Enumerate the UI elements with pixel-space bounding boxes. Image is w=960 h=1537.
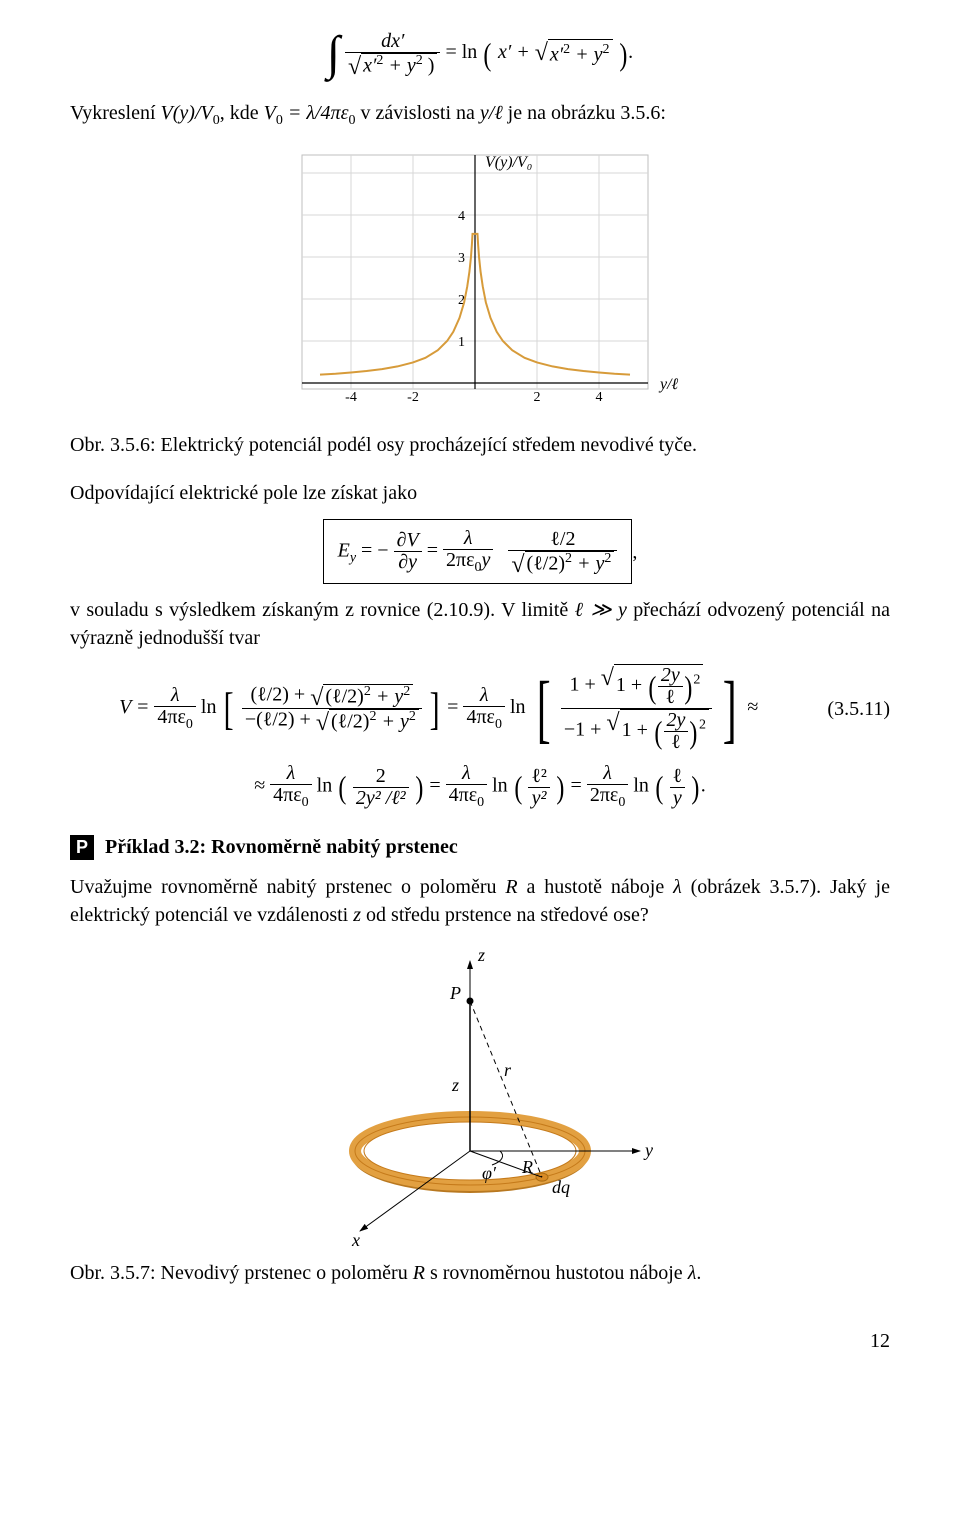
paragraph-intro: Vykreslení V(y)/V0, kde V0 = λ/4πε0 v zá…: [70, 99, 890, 131]
example-heading: P Příklad 3.2: Rovnoměrně nabitý prstene…: [70, 833, 890, 861]
svg-text:φ′: φ′: [482, 1163, 497, 1183]
integral-sign: ∫: [327, 27, 340, 80]
svg-text:z: z: [451, 1075, 459, 1095]
svg-text:r: r: [504, 1060, 512, 1080]
svg-text:-4: -4: [345, 390, 357, 405]
svg-text:dq: dq: [552, 1177, 570, 1197]
svg-text:V(y)/V₀: V(y)/V₀: [485, 154, 532, 171]
svg-text:z: z: [477, 945, 485, 965]
svg-text:4: 4: [458, 209, 465, 224]
svg-text:4: 4: [596, 390, 603, 405]
paragraph-limit: v souladu s výsledkem získaným z rovnice…: [70, 596, 890, 652]
svg-text:y/ℓ: y/ℓ: [658, 376, 679, 393]
integral-equation: ∫ dx′ √ x′2 + y2 ) = ln ( x′ + √ x′2 + y…: [70, 20, 890, 87]
svg-text:R: R: [521, 1157, 533, 1177]
svg-text:1: 1: [458, 335, 465, 350]
paragraph-ring: Uvažujme rovnoměrně nabitý prstenec o po…: [70, 873, 890, 929]
figure-caption-357: Obr. 3.5.7: Nevodivý prstenec o poloměru…: [70, 1259, 890, 1287]
svg-text:3: 3: [458, 251, 465, 266]
example-heading-text: Příklad 3.2: Rovnoměrně nabitý prstenec: [105, 836, 458, 858]
equation-3-5-11-continued: ≈ λ 4πε0 ln ( 2 2y² /ℓ² ) = λ 4πε0 ln ( …: [70, 763, 890, 811]
equation-3-5-11: V = λ 4πε0 ln [ (ℓ/2) + √(ℓ/2)2 + y2 −(ℓ…: [70, 664, 890, 753]
svg-text:y: y: [643, 1140, 653, 1160]
ring-diagram-svg: zPrzyxφ′Rdq: [295, 941, 665, 1251]
svg-text:P: P: [449, 983, 461, 1003]
svg-text:x: x: [351, 1230, 360, 1250]
boxed-field-equation: Ey = − ∂V ∂y = λ 2πε0y ℓ/2 √ (ℓ/2)2 + y2…: [70, 519, 890, 585]
paragraph-field-intro: Odpovídající elektrické pole lze získat …: [70, 479, 890, 507]
figure-caption-356: Obr. 3.5.6: Elektrický potenciál podél o…: [70, 431, 890, 459]
page-number: 12: [70, 1327, 890, 1355]
svg-text:-2: -2: [407, 390, 419, 405]
svg-text:2: 2: [534, 390, 541, 405]
potential-chart-svg: -4-2241234y/ℓV(y)/V₀: [270, 143, 690, 423]
potential-chart: -4-2241234y/ℓV(y)/V₀: [70, 143, 890, 423]
equation-number-3-5-11: (3.5.11): [807, 695, 890, 723]
ring-diagram: zPrzyxφ′Rdq: [70, 941, 890, 1251]
p-badge-icon: P: [70, 835, 94, 860]
